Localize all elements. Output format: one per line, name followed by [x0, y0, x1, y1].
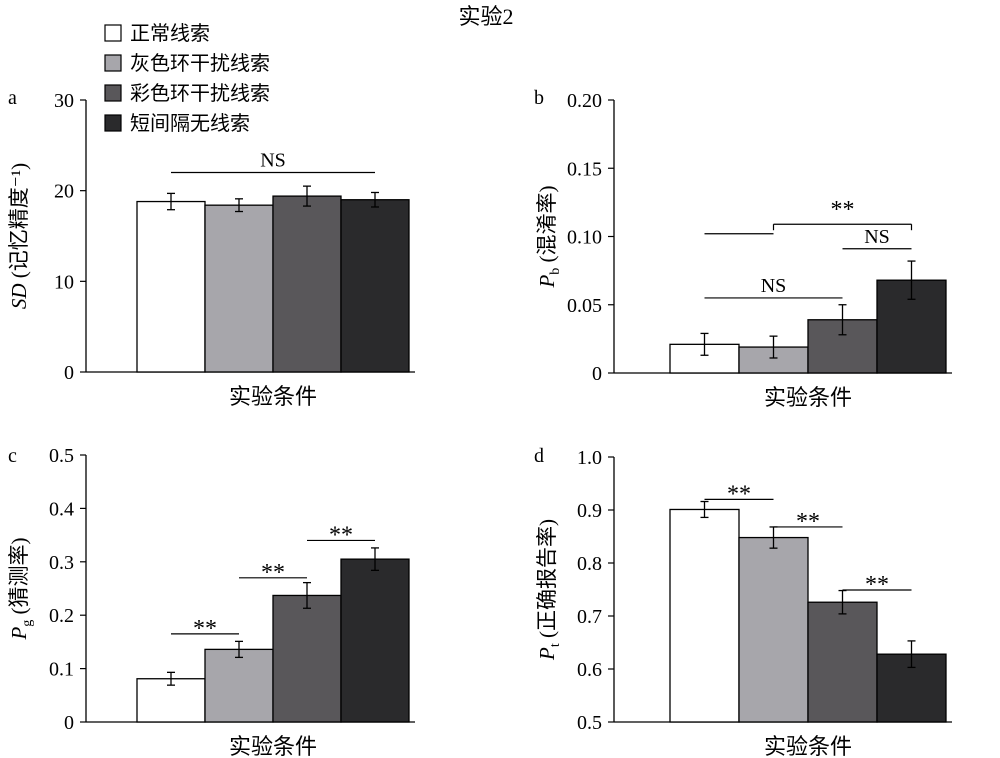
y-axis-label: SD (记忆精度⁻¹) [7, 163, 31, 309]
legend-swatch-2 [104, 84, 122, 102]
y-tick-label: 1.0 [577, 447, 602, 469]
y-axis-label: Pg (猜测率) [7, 537, 35, 640]
y-tick-label: 0.9 [577, 500, 602, 522]
y-tick-label: 0.6 [577, 659, 602, 681]
significance-label: ** [796, 509, 820, 535]
panel-letter-c: c [8, 445, 17, 467]
y-tick-label: 0 [64, 362, 74, 384]
legend-swatch-3 [104, 114, 122, 132]
legend-label-1: 灰色环干扰线索 [130, 52, 270, 75]
y-tick-label: 0.1 [49, 659, 74, 681]
y-tick-label: 0 [64, 712, 74, 734]
bar [204, 648, 274, 723]
y-tick-label: 0.5 [577, 712, 602, 734]
x-axis-label: 实验条件 [764, 385, 852, 410]
legend: 正常线索 灰色环干扰线索 彩色环干扰线索 短间隔无线索 [104, 22, 270, 135]
y-tick-label: 0.7 [577, 606, 602, 628]
y-tick-label: 0.20 [567, 90, 602, 112]
significance-label: NS [864, 226, 890, 248]
y-tick-label: 0.4 [49, 498, 74, 520]
y-tick-label: 0.8 [577, 553, 602, 575]
bar [738, 536, 809, 723]
chart-panel-c: 0 0.1 0.2 0.3 0.4 0.5 ** ** ** 实验条件 Pg (猜测率) [7, 445, 415, 758]
y-axis-label: Pb (混淆率) [535, 185, 563, 288]
legend-label-0: 正常线索 [130, 22, 210, 45]
significance-label: ** [831, 197, 855, 223]
bar [272, 195, 342, 373]
y-tick-label: 20 [54, 181, 74, 203]
panel-letter-a: a [8, 87, 17, 109]
bar [340, 558, 410, 723]
significance-label: NS [761, 275, 787, 297]
y-tick-label: 10 [54, 271, 74, 293]
bar [272, 594, 342, 723]
figure-title: 实验2 [458, 4, 513, 29]
panel-letter-d: d [534, 445, 544, 467]
x-axis-label: 实验条件 [229, 734, 317, 758]
x-axis-label: 实验条件 [764, 734, 852, 758]
y-tick-label: 0.5 [49, 445, 74, 467]
significance-label: ** [193, 616, 217, 642]
bar [340, 199, 410, 373]
y-axis-label: Pt (正确报告率) [535, 519, 563, 661]
y-tick-label: 0.15 [567, 158, 602, 180]
significance-label: ** [727, 481, 751, 507]
significance-label: NS [260, 150, 286, 172]
legend-swatch-1 [104, 54, 122, 72]
y-tick-label: 0.3 [49, 552, 74, 574]
y-tick-label: 0 [592, 363, 602, 385]
bar [669, 508, 740, 723]
bar [204, 204, 274, 373]
significance-label: ** [865, 572, 889, 598]
x-axis-label: 实验条件 [229, 384, 317, 409]
significance-label: ** [261, 560, 285, 586]
chart-panel-b: 0 0.05 0.10 0.15 0.20 NS NS ** 实验条件 Pb (混淆率) [535, 90, 952, 410]
y-tick-label: 30 [54, 90, 74, 112]
bar [807, 601, 878, 723]
bar [136, 678, 206, 723]
bar [136, 200, 206, 373]
y-tick-label: 0.10 [567, 227, 602, 249]
chart-panel-d: 0.5 0.6 0.7 0.8 0.9 1.0 ** ** ** 实验条件 Pt (正确报告率) [535, 447, 952, 758]
y-tick-label: 0.2 [49, 605, 74, 627]
legend-label-2: 彩色环干扰线索 [130, 82, 270, 105]
legend-swatch-0 [104, 24, 122, 42]
y-tick-label: 0.05 [567, 295, 602, 317]
chart-panel-a: 0 10 20 30 NS 实验条件 SD (记忆精度⁻¹) [7, 90, 415, 409]
significance-label: ** [329, 522, 353, 548]
panel-letter-b: b [534, 87, 544, 109]
legend-label-3: 短间隔无线索 [130, 112, 250, 135]
